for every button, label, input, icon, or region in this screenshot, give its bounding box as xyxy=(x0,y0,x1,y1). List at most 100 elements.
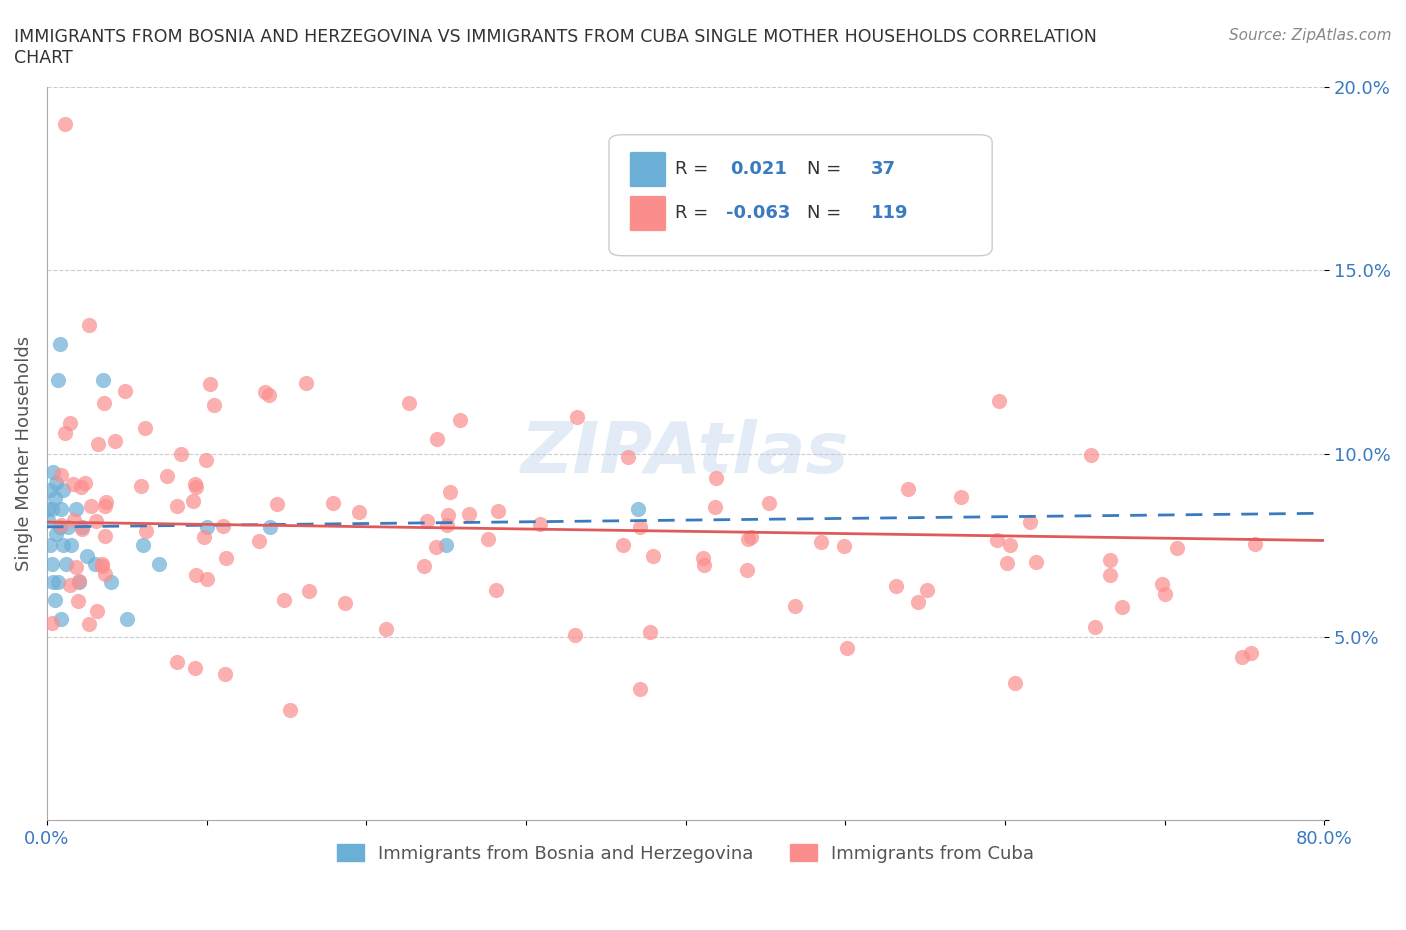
Point xyxy=(1243,537,1265,551)
Point xyxy=(51,611,73,626)
Point xyxy=(915,582,938,597)
Point xyxy=(259,520,281,535)
Point xyxy=(51,501,73,516)
Point xyxy=(1240,645,1263,660)
Text: 37: 37 xyxy=(870,160,896,179)
Point xyxy=(104,434,127,449)
Point xyxy=(322,496,344,511)
Point xyxy=(48,520,70,535)
Point xyxy=(1080,448,1102,463)
Point xyxy=(254,384,277,399)
Point xyxy=(616,449,638,464)
Point xyxy=(202,397,225,412)
Point xyxy=(184,479,207,494)
Point xyxy=(612,538,634,552)
Point xyxy=(76,549,98,564)
Point xyxy=(39,538,62,552)
FancyBboxPatch shape xyxy=(630,195,666,232)
Point xyxy=(183,660,205,675)
Point xyxy=(259,387,281,402)
Point xyxy=(41,616,63,631)
Point xyxy=(1004,675,1026,690)
FancyBboxPatch shape xyxy=(630,152,666,188)
Point xyxy=(100,575,122,590)
Text: -0.063: -0.063 xyxy=(727,205,790,222)
Point xyxy=(67,574,90,589)
Point xyxy=(835,641,858,656)
Point xyxy=(156,469,179,484)
Legend: Immigrants from Bosnia and Herzegovina, Immigrants from Cuba: Immigrants from Bosnia and Herzegovina, … xyxy=(329,837,1042,870)
Point xyxy=(1152,577,1174,591)
Point xyxy=(53,426,76,441)
Point xyxy=(458,506,481,521)
Point xyxy=(810,534,832,549)
Point xyxy=(69,480,91,495)
Point xyxy=(52,483,75,498)
Point xyxy=(212,519,235,534)
Point xyxy=(83,556,105,571)
Point xyxy=(1232,649,1254,664)
Point xyxy=(63,513,86,528)
Point xyxy=(193,530,215,545)
Point xyxy=(41,501,63,516)
Point xyxy=(131,538,153,552)
Point xyxy=(628,682,651,697)
Point xyxy=(75,475,97,490)
Point xyxy=(41,556,63,571)
Point xyxy=(564,628,586,643)
Point xyxy=(45,475,67,490)
Point xyxy=(42,465,65,480)
Point xyxy=(198,376,221,391)
Point xyxy=(44,490,66,505)
Point xyxy=(59,578,82,592)
Point xyxy=(114,383,136,398)
Point xyxy=(416,513,439,528)
Point xyxy=(485,582,508,597)
Point xyxy=(79,617,101,631)
Point xyxy=(93,395,115,410)
Point xyxy=(135,524,157,538)
Point xyxy=(737,532,759,547)
FancyBboxPatch shape xyxy=(609,135,993,256)
Y-axis label: Single Mother Households: Single Mother Households xyxy=(15,336,32,571)
Point xyxy=(80,499,103,514)
Text: ZIPAtlas: ZIPAtlas xyxy=(522,419,849,488)
Point xyxy=(94,495,117,510)
Point xyxy=(1025,555,1047,570)
Point xyxy=(273,592,295,607)
Point xyxy=(170,446,193,461)
Point xyxy=(214,667,236,682)
Point xyxy=(45,527,67,542)
Text: R =: R = xyxy=(675,205,709,222)
Point xyxy=(333,595,356,610)
Text: Source: ZipAtlas.com: Source: ZipAtlas.com xyxy=(1229,28,1392,43)
Point xyxy=(65,501,87,516)
Point xyxy=(704,471,727,485)
Point xyxy=(986,533,1008,548)
Point xyxy=(67,575,90,590)
Point xyxy=(704,499,727,514)
Point xyxy=(79,317,101,332)
Point xyxy=(488,503,510,518)
Point xyxy=(48,337,70,352)
Point xyxy=(90,558,112,573)
Point xyxy=(55,556,77,571)
Point xyxy=(39,483,62,498)
Point xyxy=(398,396,420,411)
Point xyxy=(86,436,108,451)
Point xyxy=(195,520,218,535)
Point xyxy=(52,538,75,552)
Text: R =: R = xyxy=(675,160,709,179)
Point xyxy=(56,520,79,535)
Point xyxy=(641,548,664,563)
Point xyxy=(166,498,188,513)
Point xyxy=(692,551,714,565)
Point xyxy=(295,375,318,390)
Point xyxy=(62,477,84,492)
Point xyxy=(44,592,66,607)
Point xyxy=(1099,567,1122,582)
Point xyxy=(638,625,661,640)
Point xyxy=(997,555,1019,570)
Point xyxy=(49,518,72,533)
Point xyxy=(477,531,499,546)
